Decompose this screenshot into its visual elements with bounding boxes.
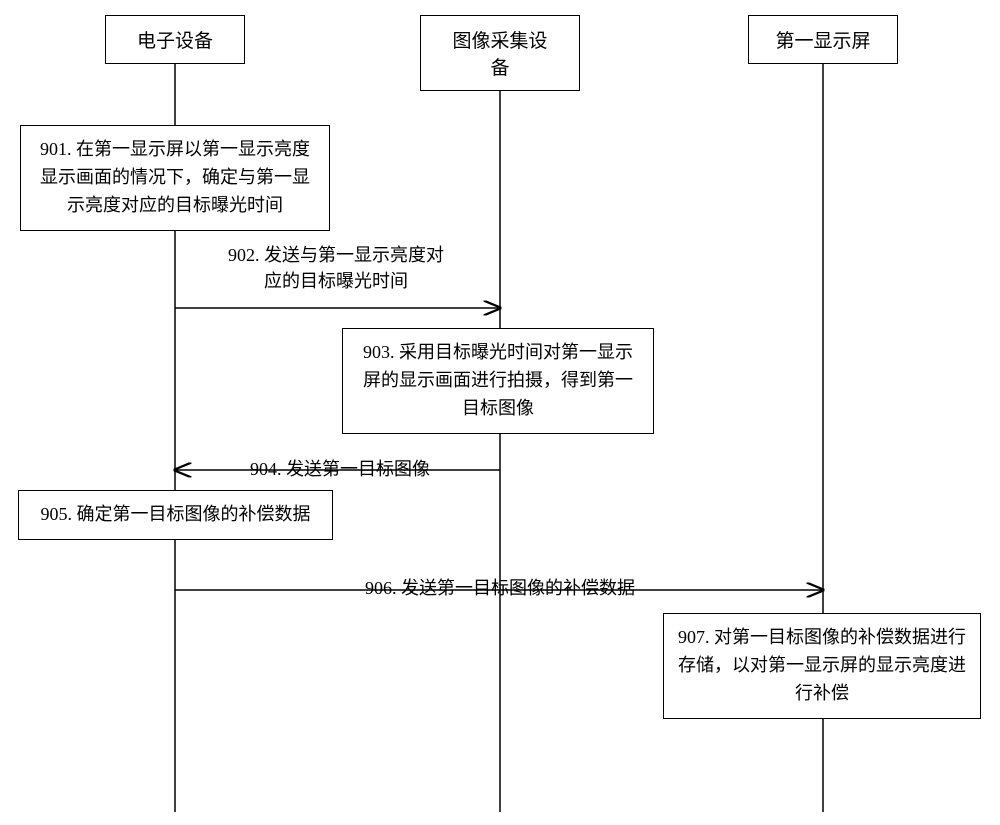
actor-electronic-device: 电子设备: [105, 15, 245, 64]
step-906-label: 906. 发送第一目标图像的补偿数据: [355, 575, 645, 601]
sequence-diagram: 电子设备 图像采集设备 第一显示屏 901. 在第一显示屏以第一显示亮度显示画面的情况…: [0, 0, 1000, 825]
step-903-box: 903. 采用目标曝光时间对第一显示屏的显示画面进行拍摄，得到第一目标图像: [342, 328, 654, 434]
step-905-box: 905. 确定第一目标图像的补偿数据: [18, 490, 333, 540]
step-907-box: 907. 对第一目标图像的补偿数据进行存储，以对第一显示屏的显示亮度进行补偿: [663, 613, 981, 719]
step-904-label: 904. 发送第一目标图像: [240, 456, 440, 482]
actor-first-display: 第一显示屏: [748, 15, 898, 64]
step-901-box: 901. 在第一显示屏以第一显示亮度显示画面的情况下，确定与第一显示亮度对应的目…: [20, 125, 330, 231]
step-902-label: 902. 发送与第一显示亮度对应的目标曝光时间: [220, 242, 452, 294]
actor-image-capture-device: 图像采集设备: [420, 15, 580, 91]
